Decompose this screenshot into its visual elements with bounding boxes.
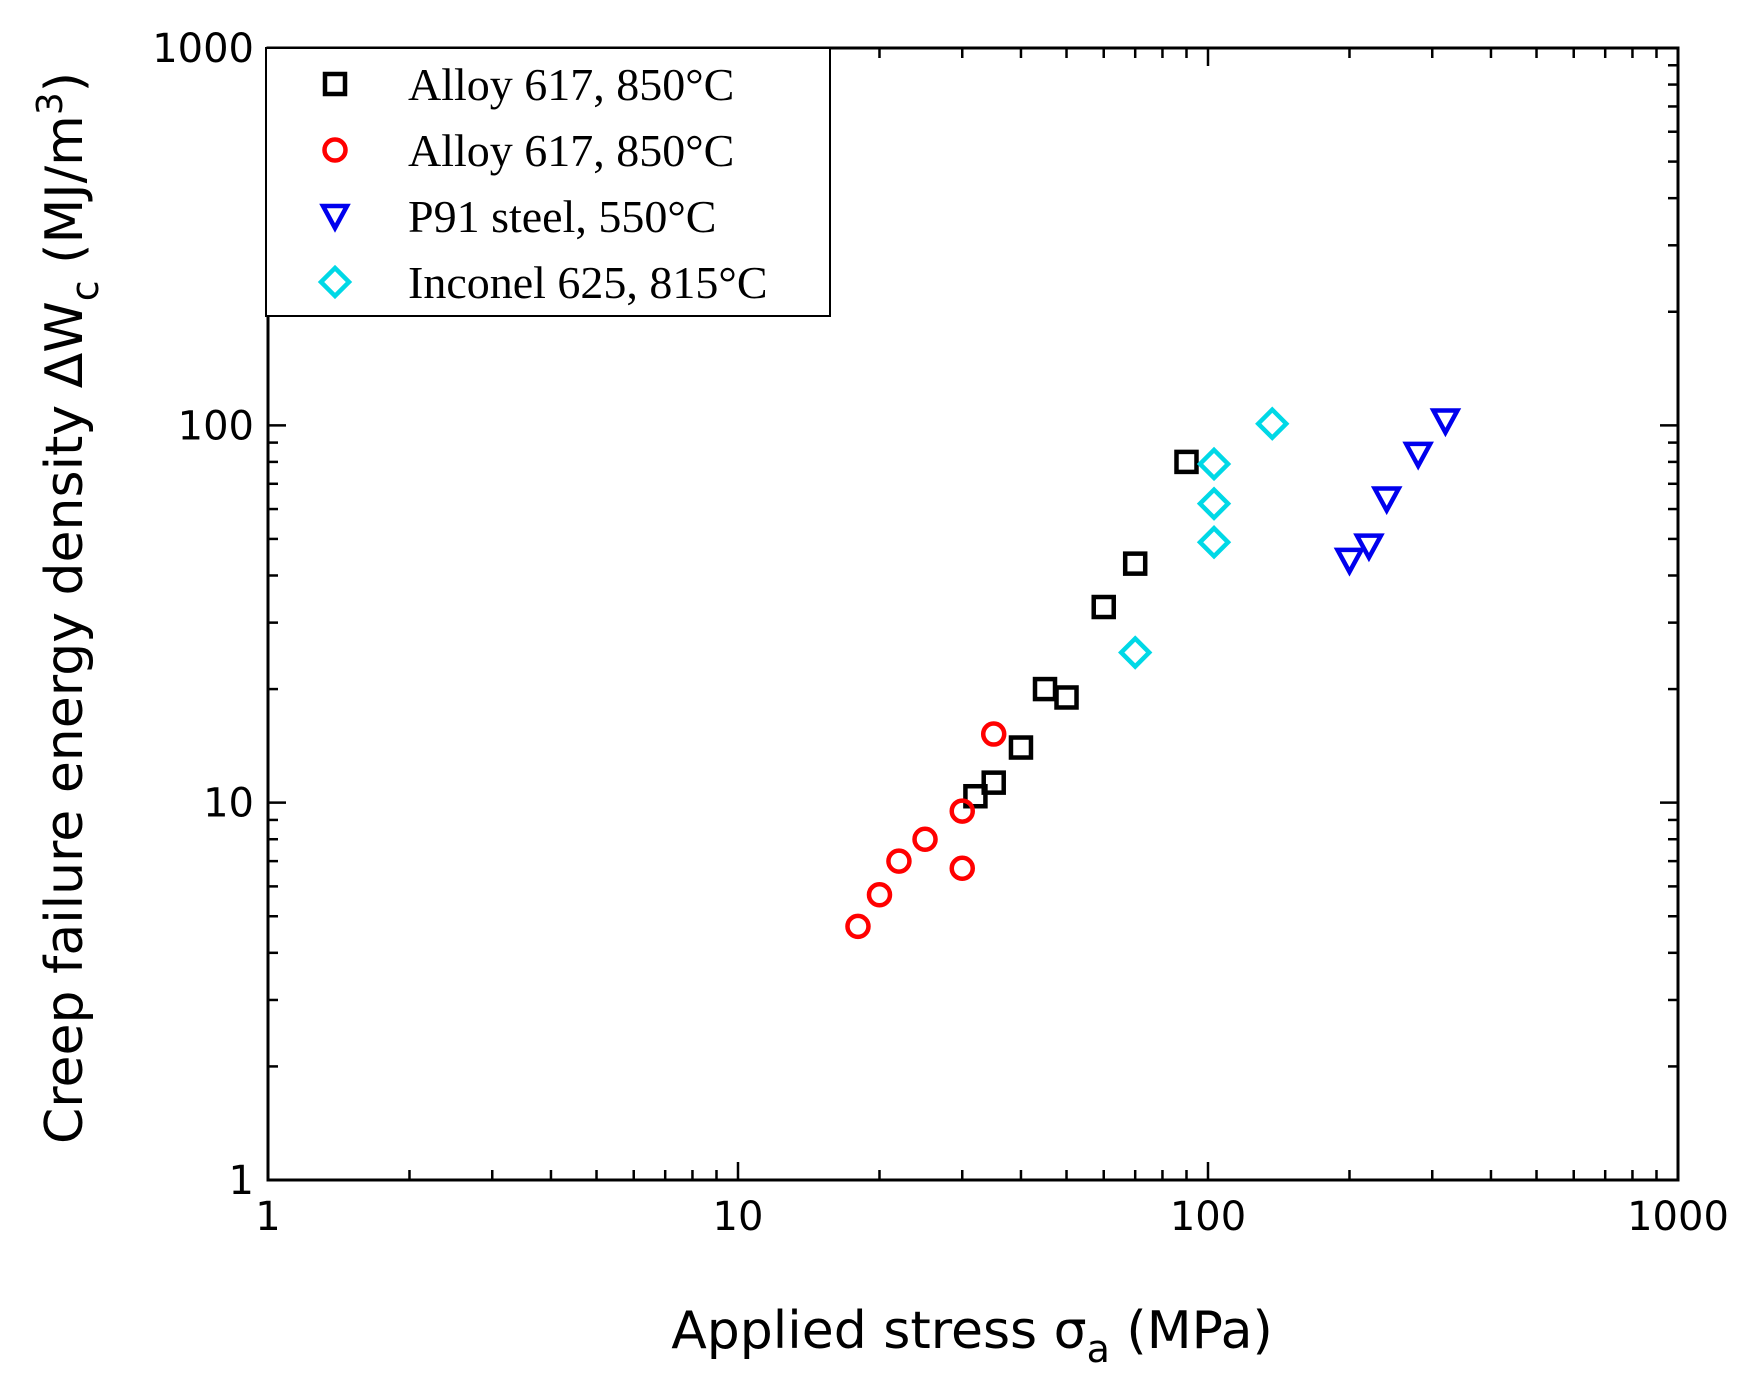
series-2	[1333, 408, 1462, 577]
legend-label-alloy-617-black: Alloy 617, 850°C	[408, 59, 734, 110]
data-point-square	[1122, 551, 1148, 576]
legend-frame	[265, 47, 831, 317]
legend-label-p91-steel: P91 steel, 550°C	[408, 191, 716, 242]
y-tick-label: 10	[203, 781, 254, 827]
data-point-circle	[886, 848, 912, 874]
data-point-square	[1054, 685, 1079, 710]
data-point-triangle-down	[1429, 408, 1462, 438]
data-point-circle	[949, 798, 975, 824]
data-point-triangle-down	[1370, 486, 1403, 516]
data-point-circle	[912, 826, 938, 852]
data-point-diamond	[1118, 635, 1153, 670]
data-point-triangle-down	[1353, 533, 1385, 563]
x-axis-title: Applied stress σa (MPa)	[671, 1301, 1273, 1371]
y-axis-title: Creep failure energy density ΔWc (MJ/m3)	[30, 72, 107, 1144]
x-tick-label: 1	[255, 1194, 280, 1240]
x-tick-label: 10	[713, 1194, 764, 1240]
data-point-square	[963, 783, 988, 809]
data-point-diamond	[1255, 406, 1290, 441]
data-point-square	[1091, 594, 1116, 620]
data-point-square	[1008, 735, 1034, 760]
plot-frame	[266, 46, 1680, 1182]
plot-area	[845, 406, 1462, 940]
legend-marker-diamond	[317, 264, 353, 300]
y-tick-label: 1000	[152, 26, 254, 72]
data-point-circle	[866, 882, 893, 908]
axes: 1 10 100 1000 1 10 100 1000	[152, 26, 1729, 1240]
y-tick-label: 100	[178, 403, 254, 449]
data-point-triangle-down	[1402, 441, 1434, 471]
data-point-diamond	[1196, 525, 1232, 560]
legend-marker-circle	[322, 137, 348, 163]
legend-label-alloy-617-red: Alloy 617, 850°C	[408, 125, 734, 176]
data-point-diamond	[1196, 446, 1232, 482]
legend-marker-triangle-down	[319, 203, 351, 233]
legend: Alloy 617, 850°C Alloy 617, 850°C P91 st…	[265, 47, 831, 317]
data-point-triangle-down	[1333, 547, 1366, 577]
data-point-circle	[845, 913, 871, 940]
x-tick-label: 1000	[1627, 1194, 1729, 1240]
data-point-circle	[949, 855, 975, 882]
y-tick-label: 1	[229, 1158, 254, 1204]
series-1	[845, 721, 1007, 940]
legend-marker-square	[322, 71, 348, 97]
x-tick-label: 100	[1170, 1194, 1246, 1240]
data-point-diamond	[1196, 486, 1232, 521]
data-point-square	[981, 770, 1006, 795]
data-point-square	[1032, 676, 1058, 702]
legend-label-inconel-625: Inconel 625, 815°C	[408, 257, 768, 308]
series-0	[963, 449, 1199, 809]
data-point-circle	[980, 721, 1007, 747]
data-point-square	[1174, 449, 1199, 475]
series-3	[1118, 406, 1290, 670]
